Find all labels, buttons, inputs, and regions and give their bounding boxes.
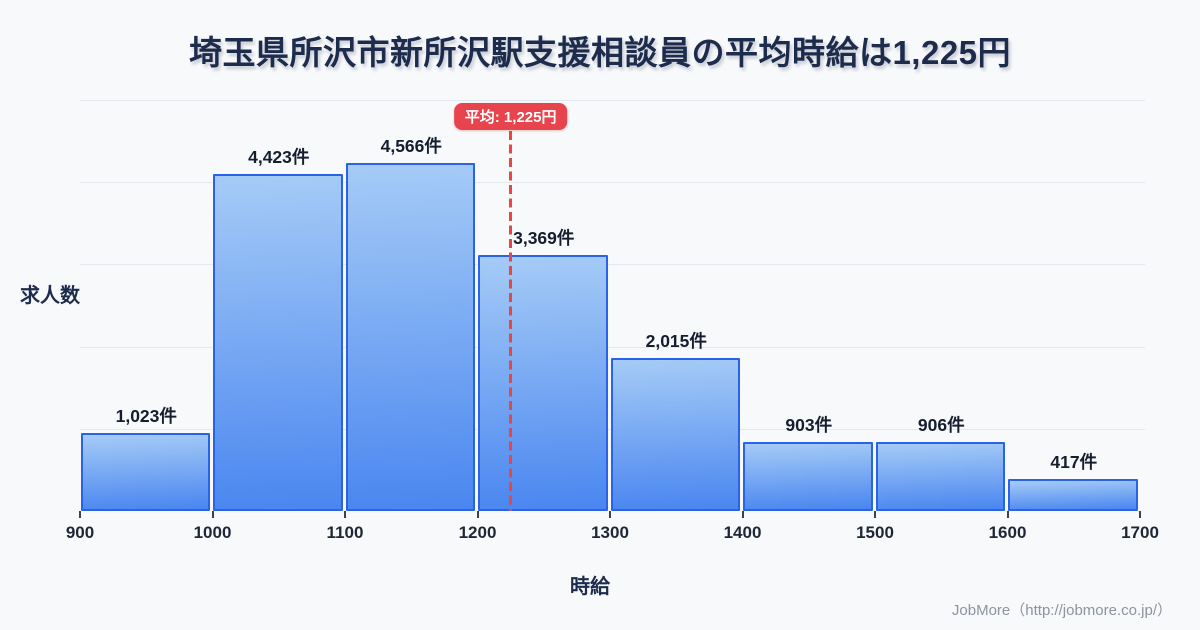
histogram-bar xyxy=(1008,479,1138,511)
histogram-bar xyxy=(478,254,608,511)
average-badge: 平均: 1,225円 xyxy=(453,103,568,130)
x-axis-tick-label: 900 xyxy=(65,523,95,542)
bar-value-label: 906件 xyxy=(917,415,965,436)
x-axis-tick xyxy=(1006,511,1009,518)
y-axis-label: 求人数 xyxy=(20,285,80,307)
x-axis-tick xyxy=(741,511,744,518)
bar-value-label: 4,423件 xyxy=(248,147,310,168)
average-line xyxy=(509,131,513,511)
histogram-bar xyxy=(345,163,475,511)
bar-value-label: 903件 xyxy=(785,415,833,436)
x-axis-label: 時給 xyxy=(570,576,610,598)
x-axis-tick xyxy=(609,511,611,518)
x-axis-tick xyxy=(211,511,214,518)
chart-title: 埼玉県所沢市新所沢駅支援相談員の平均時給は1,225円 xyxy=(188,34,1012,71)
x-axis-tick-label: 1600 xyxy=(988,523,1027,542)
histogram-bar xyxy=(875,442,1005,511)
bar-value-label: 4,566件 xyxy=(380,136,442,157)
histogram-bar xyxy=(743,442,873,511)
histogram-bar xyxy=(80,433,210,511)
x-axis-tick xyxy=(476,511,479,518)
x-axis-tick-label: 1300 xyxy=(591,523,629,542)
x-axis-tick xyxy=(874,511,876,518)
bar-value-label: 3,369件 xyxy=(513,227,575,248)
gridline xyxy=(80,346,1145,348)
histogram-bar xyxy=(610,357,740,511)
x-axis-tick-label: 1400 xyxy=(723,523,762,542)
x-axis-tick-label: 1000 xyxy=(193,523,232,542)
x-axis-tick xyxy=(79,511,81,518)
x-axis-tick-label: 1700 xyxy=(1121,523,1159,542)
histogram-bar xyxy=(213,174,343,511)
x-axis-tick-label: 1100 xyxy=(326,523,364,542)
x-axis-tick xyxy=(344,511,346,518)
gridline xyxy=(80,100,1145,101)
x-axis-tick-label: 1200 xyxy=(458,523,497,542)
gridline xyxy=(80,182,1145,184)
bar-value-label: 1,023件 xyxy=(115,406,177,427)
gridline xyxy=(80,264,1145,266)
bar-value-label: 2,015件 xyxy=(645,330,707,351)
footer-credit: JobMore（http://jobmore.co.jp/） xyxy=(951,602,1172,619)
bar-value-label: 417件 xyxy=(1050,452,1098,473)
x-axis-tick xyxy=(1139,511,1141,518)
x-axis-tick-label: 1500 xyxy=(856,523,894,542)
